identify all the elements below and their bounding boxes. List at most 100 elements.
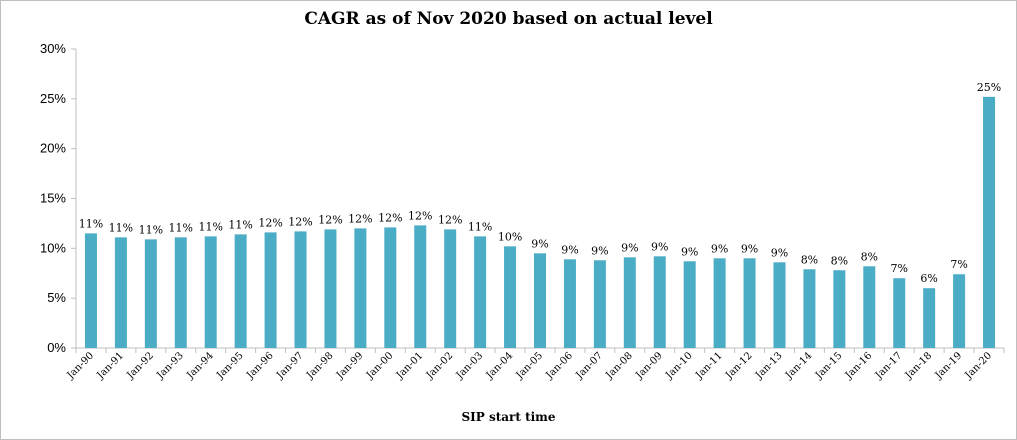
- bar: [713, 258, 726, 348]
- data-label: 10%: [498, 230, 522, 243]
- data-label: 11%: [198, 220, 222, 233]
- x-tick-label: Jan-10: [663, 350, 694, 381]
- bar: [623, 257, 636, 348]
- x-tick-label: Jan-19: [933, 350, 964, 381]
- data-label: 9%: [681, 245, 698, 258]
- data-label: 6%: [920, 272, 937, 285]
- x-tick-label: Jan-13: [753, 350, 784, 381]
- y-tick-label: 20%: [40, 141, 66, 156]
- data-label: 9%: [561, 243, 578, 256]
- bar: [174, 237, 187, 348]
- x-tick-label: Jan-16: [843, 350, 874, 381]
- bar: [474, 236, 487, 348]
- x-tick-label: Jan-09: [633, 350, 664, 381]
- data-label: 9%: [711, 242, 728, 255]
- data-label: 8%: [801, 253, 818, 266]
- data-label: 12%: [348, 212, 372, 225]
- data-label: 11%: [139, 223, 163, 236]
- y-tick-label: 5%: [47, 290, 66, 305]
- data-label: 12%: [378, 211, 402, 224]
- y-tick-label: 0%: [47, 340, 66, 355]
- data-label: 12%: [438, 213, 462, 226]
- x-tick-label: Jan-99: [334, 350, 365, 381]
- bar: [414, 225, 427, 348]
- x-tick-label: Jan-11: [693, 350, 724, 381]
- bar: [803, 269, 816, 348]
- bar: [743, 258, 756, 348]
- bars: [84, 96, 996, 348]
- x-tick-label: Jan-01: [394, 350, 425, 381]
- x-tick-label: Jan-92: [124, 350, 155, 381]
- data-label: 9%: [771, 246, 788, 259]
- x-tick-label: Jan-00: [364, 350, 395, 381]
- data-label: 11%: [169, 221, 193, 234]
- x-tick-label: Jan-12: [723, 350, 754, 381]
- bar: [534, 253, 546, 348]
- bar: [354, 228, 367, 348]
- bar: [324, 229, 337, 348]
- x-tick-label: Jan-95: [214, 350, 245, 381]
- x-tick-label: Jan-02: [424, 350, 455, 381]
- chart-title: CAGR as of Nov 2020 based on actual leve…: [304, 9, 713, 29]
- bar: [84, 233, 97, 348]
- data-labels: 11% 11% 11% 11% 11% 11% 12% 12% 12% 12% 12% 12% 12% 1…: [79, 81, 1002, 285]
- data-label: 9%: [741, 242, 758, 255]
- bar: [384, 227, 397, 348]
- x-axis-ticks: Jan-90 Jan-91 Jan-92 Jan-93 Jan-94 Jan-95 Jan-…: [65, 348, 1005, 382]
- x-tick-label: Jan-97: [274, 350, 305, 381]
- x-tick-label: Jan-93: [154, 350, 185, 381]
- data-label: 7%: [890, 262, 907, 275]
- bar: [683, 261, 696, 348]
- x-tick-label: Jan-91: [95, 350, 126, 381]
- y-axis-ticks: 0% 5% 10% 15% 20% 25% 30%: [40, 41, 76, 355]
- bar: [773, 262, 786, 348]
- data-label: 8%: [831, 254, 848, 267]
- data-label: 9%: [651, 240, 668, 253]
- x-tick-label: Jan-96: [244, 350, 275, 381]
- data-label: 11%: [109, 221, 133, 234]
- data-label: 11%: [228, 218, 252, 231]
- x-tick-label: Jan-08: [603, 350, 634, 381]
- data-label: 9%: [591, 244, 608, 257]
- x-tick-label: Jan-06: [544, 350, 575, 381]
- data-label: 9%: [531, 237, 548, 250]
- data-label: 12%: [318, 213, 342, 226]
- bar: [923, 288, 936, 348]
- x-tick-label: Jan-15: [813, 350, 844, 381]
- x-tick-label: Jan-18: [903, 350, 934, 381]
- bar: [953, 274, 966, 348]
- y-tick-label: 25%: [40, 91, 66, 106]
- bar: [653, 256, 666, 348]
- x-tick-label: Jan-17: [873, 350, 904, 381]
- bar: [833, 270, 846, 348]
- bar: [563, 259, 576, 348]
- data-label: 12%: [288, 215, 312, 228]
- bar: [863, 266, 876, 348]
- data-label: 7%: [950, 258, 967, 271]
- y-tick-label: 30%: [40, 41, 66, 56]
- bar: [204, 236, 217, 348]
- bar: [593, 260, 606, 348]
- x-tick-label: Jan-98: [304, 350, 335, 381]
- data-label: 12%: [408, 209, 432, 222]
- data-label: 8%: [861, 250, 878, 263]
- data-label: 12%: [258, 216, 282, 229]
- y-tick-label: 15%: [40, 191, 66, 206]
- bar: [504, 246, 517, 348]
- bar: [264, 232, 277, 348]
- bar: [444, 229, 457, 348]
- x-tick-label: Jan-20: [963, 350, 994, 381]
- bar: [234, 234, 247, 348]
- data-label: 11%: [468, 220, 492, 233]
- x-tick-label: Jan-04: [484, 350, 515, 381]
- bar: [114, 237, 127, 348]
- x-tick-label: Jan-05: [514, 350, 545, 381]
- bar: [294, 231, 307, 348]
- x-axis-title: SIP start time: [461, 410, 556, 424]
- bar: [893, 278, 906, 348]
- data-label: 11%: [79, 217, 103, 230]
- data-label: 25%: [977, 81, 1001, 94]
- data-label: 9%: [621, 241, 638, 254]
